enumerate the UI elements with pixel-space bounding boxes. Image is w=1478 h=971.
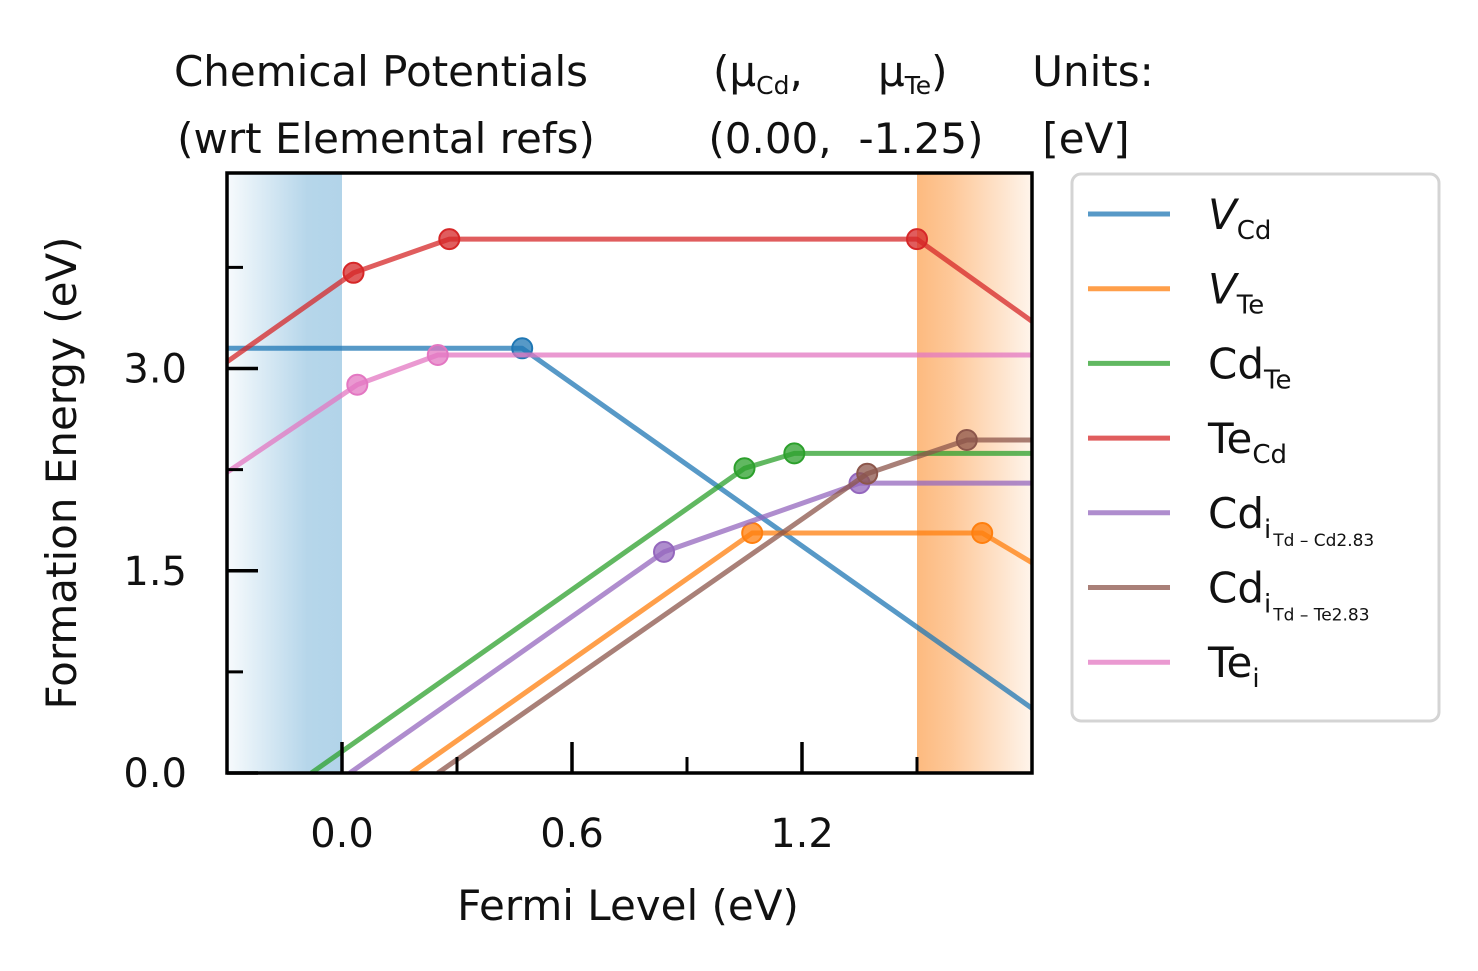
transition-point-1-0 — [741, 522, 764, 544]
transition-point-2-1 — [783, 442, 806, 465]
transition-point-1-1 — [971, 522, 994, 544]
header-units-line1: Units: — [1032, 47, 1154, 96]
legend-box — [1070, 172, 1441, 723]
header-left-line2: (wrt Elemental refs) — [177, 114, 595, 163]
valence-band-region — [227, 173, 342, 773]
header-mu-comma: , — [789, 47, 802, 96]
legend-sub-3: Cd — [1252, 440, 1287, 470]
header-mu-te: μ — [878, 47, 905, 96]
series-line-2 — [309, 450, 1032, 773]
header-mu-cd-sub: Cd — [756, 71, 789, 100]
transition-point-4-0 — [653, 540, 675, 563]
transition-point-3-1 — [438, 228, 461, 251]
header-mu-open: (μ — [713, 47, 756, 96]
x-tick-label-2: 1.2 — [770, 811, 834, 857]
series-line-5 — [436, 437, 1032, 773]
legend-sub-6: i — [1252, 664, 1259, 694]
header-mu-te-sub: Te — [904, 71, 931, 100]
header-value-te: -1.25) — [858, 114, 983, 163]
header-units-line2: [eV] — [1042, 114, 1129, 163]
y-axis-label: Formation Energy (eV) — [37, 236, 86, 709]
transition-point-3-0 — [342, 261, 365, 284]
legend-name-3: Te — [1207, 414, 1252, 463]
series-line-6 — [227, 352, 1032, 475]
legend-label-6: Tei — [1207, 638, 1260, 694]
legend-label-5: Cdi Td – Te2.83 — [1208, 564, 1370, 626]
y-tick-label-1: 1.5 — [123, 549, 187, 595]
legend-name-0: V — [1208, 190, 1240, 239]
legend-label-4: Cdi Td – Cd2.83 — [1208, 489, 1374, 551]
header-value-cd: (0.00, — [708, 114, 831, 163]
legend-sub-0: Cd — [1237, 216, 1272, 246]
transition-point-5-0 — [856, 462, 879, 485]
legend-subsub-5: Td – Te2.83 — [1272, 606, 1369, 626]
conduction-band-region — [917, 173, 1032, 773]
header-mu-close: ) — [931, 47, 947, 96]
legend-label-0: VCd — [1208, 190, 1271, 246]
legend-sub-5: i — [1264, 590, 1271, 620]
transition-point-6-0 — [346, 373, 369, 396]
transition-point-2-0 — [733, 457, 756, 480]
y-tick-label-0: 0.0 — [123, 751, 187, 797]
series-line-4 — [348, 480, 1032, 773]
header-left-line1: Chemical Potentials — [174, 47, 588, 96]
legend-label-3: TeCd — [1207, 414, 1287, 470]
tick-layer: 0.0 0.6 1.2 0.0 1.5 3.0 — [123, 265, 919, 857]
transition-point-6-1 — [426, 344, 449, 366]
legend-name-6: Te — [1207, 638, 1252, 687]
legend-name-4: Cd — [1208, 489, 1264, 538]
x-tick-label-0: 0.0 — [310, 811, 374, 857]
header-mu-label: (μCd, μTe) — [713, 47, 948, 100]
legend-sub-2: Te — [1263, 365, 1291, 395]
legend-label-1: VTe — [1208, 265, 1264, 321]
x-tick-label-1: 0.6 — [540, 811, 604, 857]
series-line-1 — [409, 530, 1032, 773]
plot-frame — [225, 171, 1034, 775]
series-line-3 — [227, 236, 1032, 364]
series-layer — [227, 228, 1032, 773]
legend-name-1: V — [1208, 265, 1240, 314]
legend-sub-4: i — [1264, 515, 1271, 545]
y-tick-label-2: 3.0 — [123, 347, 187, 393]
legend-name-2: Cd — [1208, 339, 1264, 388]
transition-point-3-2 — [906, 228, 928, 251]
series-line-0 — [227, 345, 1032, 711]
legend-label-2: CdTe — [1208, 339, 1291, 395]
transition-point-5-1 — [955, 429, 978, 451]
legend-sub-1: Te — [1236, 291, 1264, 321]
chart-header: Chemical Potentials (wrt Elemental refs)… — [174, 47, 1154, 163]
x-axis-label: Fermi Level (eV) — [457, 881, 799, 930]
legend-name-5: Cd — [1208, 564, 1264, 613]
legend-subsub-4: Td – Cd2.83 — [1272, 531, 1374, 551]
